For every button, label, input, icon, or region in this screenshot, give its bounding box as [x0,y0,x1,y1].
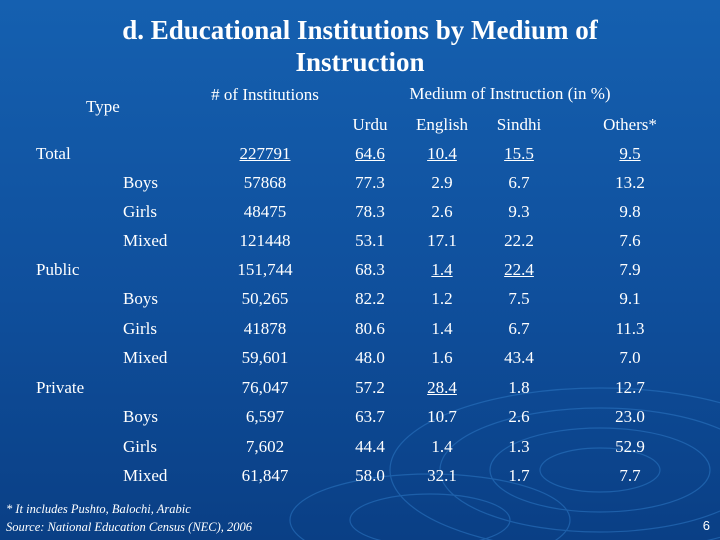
cell-institutions: 6,597 [245,407,285,426]
cell-institutions: 61,847 [241,466,289,485]
cell-urdu: 48.0 [355,348,385,367]
cell-others: 7.9 [619,260,641,279]
cell-others: 52.9 [615,437,645,456]
row-sub-label: Mixed [123,348,168,367]
cell-institutions: 76,047 [241,378,289,397]
cell-urdu: 57.2 [355,378,385,397]
cell-english: 2.9 [431,173,453,192]
cell-institutions: 41878 [243,319,287,338]
row-group-label: Private [36,378,85,397]
cell-english: 1.6 [431,348,453,367]
row-group-label: Public [36,260,80,279]
cell-others: 11.3 [615,319,645,338]
cell-institutions: 151,744 [237,260,293,279]
cell-sindhi: 1.3 [508,437,530,456]
header-english: English [416,115,468,134]
cell-others: 7.6 [619,231,641,250]
cell-english: 17.1 [427,231,457,250]
cell-urdu: 53.1 [355,231,385,250]
cell-institutions: 57868 [243,173,287,192]
cell-urdu: 80.6 [355,319,385,338]
cell-others: 7.7 [619,466,641,485]
row-sub-label: Mixed [123,231,168,250]
cell-english: 2.6 [431,202,453,221]
cell-english: 1.4 [431,319,453,338]
cell-sindhi: 6.7 [508,319,530,338]
cell-institutions: 121448 [239,231,291,250]
cell-english: 1.2 [431,289,453,308]
cell-urdu: 64.6 [355,144,385,163]
cell-english: 10.4 [427,144,457,163]
cell-urdu: 63.7 [355,407,385,426]
header-medium: Medium of Instruction (in %) [409,84,611,103]
header-type: Type [86,97,120,116]
cell-english: 10.7 [427,407,457,426]
cell-sindhi: 22.4 [504,260,534,279]
cell-others: 23.0 [615,407,645,426]
cell-others: 9.5 [619,144,641,163]
cell-urdu: 78.3 [355,202,385,221]
cell-others: 12.7 [615,378,645,397]
cell-urdu: 77.3 [355,173,385,192]
cell-sindhi: 1.8 [508,378,530,397]
cell-sindhi: 15.5 [504,144,534,163]
cell-others: 9.1 [619,289,641,308]
cell-others: 7.0 [619,348,641,367]
cell-institutions: 227791 [239,144,291,163]
cell-sindhi: 2.6 [508,407,530,426]
header-urdu: Urdu [352,115,388,134]
row-sub-label: Boys [123,173,158,192]
row-sub-label: Boys [123,289,158,308]
cell-english: 32.1 [427,466,457,485]
cell-sindhi: 9.3 [508,202,530,221]
cell-institutions: 50,265 [241,289,289,308]
cell-urdu: 44.4 [355,437,385,456]
cell-english: 1.4 [431,437,453,456]
cell-urdu: 68.3 [355,260,385,279]
row-group-label: Total [36,144,71,163]
cell-institutions: 7,602 [245,437,285,456]
row-sub-label: Girls [123,437,157,456]
row-sub-label: Girls [123,319,157,338]
cell-sindhi: 7.5 [508,289,530,308]
cell-english: 28.4 [427,378,457,397]
cell-sindhi: 6.7 [508,173,530,192]
cell-others: 9.8 [619,202,641,221]
header-sindhi: Sindhi [496,115,542,134]
header-institutions: # of Institutions [211,85,319,104]
cell-sindhi: 43.4 [504,348,534,367]
slide-title: d. Educational Institutions by Medium of… [122,15,598,77]
footnote: * It includes Pushto, Balochi, Arabic [6,502,191,516]
cell-sindhi: 22.2 [504,231,534,250]
cell-urdu: 58.0 [355,466,385,485]
cell-institutions: 48475 [243,202,287,221]
source-note: Source: National Education Census (NEC),… [6,520,253,534]
row-sub-label: Boys [123,407,158,426]
cell-institutions: 59,601 [241,348,289,367]
row-sub-label: Girls [123,202,157,221]
cell-others: 13.2 [615,173,645,192]
cell-sindhi: 1.7 [508,466,530,485]
page-number: 6 [702,518,710,533]
header-others: Others* [603,115,657,134]
row-sub-label: Mixed [123,466,168,485]
cell-english: 1.4 [431,260,453,279]
cell-urdu: 82.2 [355,289,385,308]
